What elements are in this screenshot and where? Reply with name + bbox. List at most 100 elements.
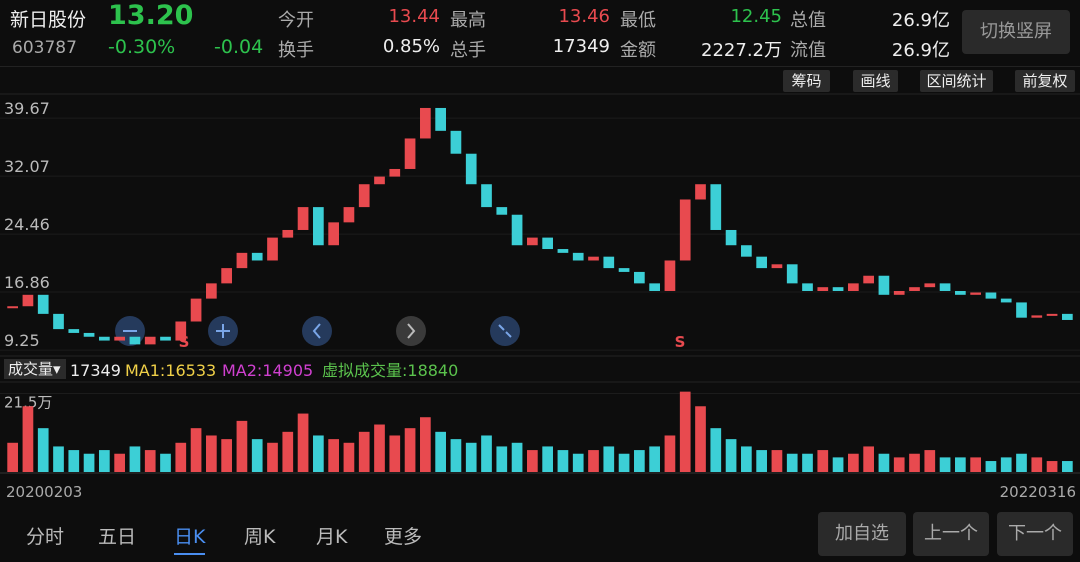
stat-label: 最高 — [450, 10, 486, 31]
stock-price: 13.20 — [108, 0, 194, 31]
volume-bar — [282, 431, 294, 472]
candle — [68, 329, 80, 333]
volume-selector[interactable] — [4, 359, 66, 379]
volume-bar — [1016, 453, 1027, 472]
tab[interactable]: 分时 — [26, 526, 65, 548]
candle — [251, 252, 263, 261]
candle — [358, 184, 370, 208]
icon — [312, 323, 321, 339]
candle — [970, 292, 981, 295]
prev[interactable] — [302, 316, 332, 346]
toolbar-button[interactable]: 筹码 — [783, 70, 830, 92]
stat-value: 12.45 — [730, 6, 782, 27]
candle — [206, 283, 217, 299]
stat-value: 13.44 — [388, 6, 440, 27]
volume-bar — [68, 450, 80, 472]
stat-value: 17349 — [552, 36, 610, 57]
candle — [939, 283, 951, 291]
candle — [955, 290, 966, 295]
volume-bar — [542, 446, 553, 472]
volume-bar — [251, 439, 263, 472]
volume-bar — [83, 453, 95, 472]
candle — [22, 294, 34, 307]
volume-bar — [970, 457, 981, 472]
stat-label: 流值 — [790, 40, 826, 61]
candle — [175, 321, 187, 341]
candle — [297, 207, 309, 230]
stat-value: 26.9亿 — [891, 10, 950, 31]
volume-bar — [7, 442, 18, 472]
signal: S — [675, 333, 686, 351]
volume-bar — [236, 420, 248, 472]
tab[interactable]: 五日 — [98, 526, 137, 548]
volume-bar — [435, 431, 446, 472]
candle — [817, 287, 829, 291]
volume-bar — [679, 391, 691, 472]
volume-bar — [37, 428, 49, 472]
volume-bar — [129, 446, 141, 472]
volume-bar — [343, 442, 355, 472]
volume-current: 17349 — [70, 361, 121, 380]
volume-bar — [420, 417, 431, 472]
candle — [190, 298, 202, 322]
stat-label: 总值 — [790, 10, 826, 31]
volume-bar — [1000, 457, 1012, 472]
candle — [649, 283, 660, 291]
action-button[interactable]: 加自选 — [818, 512, 906, 556]
stat-label: 今开 — [278, 10, 314, 31]
volume-bar — [450, 439, 462, 472]
candle — [465, 153, 477, 185]
volume-bar — [557, 450, 569, 472]
candle — [1046, 313, 1058, 316]
signal: S — [179, 333, 190, 351]
candle — [313, 207, 324, 246]
volume-bar — [389, 435, 401, 472]
ma1: MA1:16533 — [125, 361, 216, 380]
candle — [481, 184, 492, 208]
volume-bar — [985, 461, 997, 472]
y-tick-label: 24.46 — [4, 215, 50, 234]
virtual-volume: 虚拟成交量:18840 — [322, 361, 458, 380]
volume-bar — [206, 435, 217, 472]
next[interactable] — [396, 316, 426, 346]
toolbar-button[interactable]: 画线 — [853, 70, 898, 92]
volume-bar — [22, 406, 34, 472]
toolbar-button[interactable]: 前复权 — [1015, 70, 1075, 92]
candle — [236, 252, 248, 269]
action-button[interactable]: 下一个 — [997, 512, 1073, 556]
candle — [572, 252, 584, 261]
volume-bar — [817, 450, 829, 472]
toggle-button[interactable]: 切换竖屏 — [962, 10, 1070, 54]
toolbar-button[interactable]: 区间统计 — [920, 70, 993, 92]
candle — [53, 313, 64, 330]
volume-bar — [924, 450, 936, 472]
y-tick-label: 9.25 — [4, 331, 40, 350]
candle — [1016, 302, 1027, 318]
candle — [114, 336, 125, 341]
volume-bar — [909, 453, 920, 472]
candle — [129, 336, 141, 345]
candle — [878, 275, 890, 295]
candle — [1031, 315, 1043, 318]
volume-bar — [297, 413, 309, 472]
tab[interactable]: 月K — [316, 526, 348, 548]
tab[interactable]: 日K — [174, 522, 206, 555]
volume-bar — [893, 457, 905, 472]
candle — [1000, 298, 1012, 303]
action-button[interactable]: 上一个 — [913, 512, 989, 556]
volume-bar — [1031, 457, 1043, 472]
volume-bar — [313, 435, 324, 472]
volume-bar — [848, 453, 859, 472]
divider — [0, 66, 1080, 67]
tab[interactable]: 更多 — [384, 526, 423, 548]
reset[interactable] — [490, 316, 520, 346]
candle — [221, 268, 232, 284]
candle — [848, 283, 859, 291]
tab[interactable]: 周K — [244, 526, 276, 548]
change: -0.04 — [214, 36, 264, 58]
candle — [679, 199, 691, 261]
volume-bar — [802, 453, 813, 472]
volume-bar — [832, 457, 844, 472]
volume-bar — [756, 450, 767, 472]
volume-bar — [741, 446, 752, 472]
